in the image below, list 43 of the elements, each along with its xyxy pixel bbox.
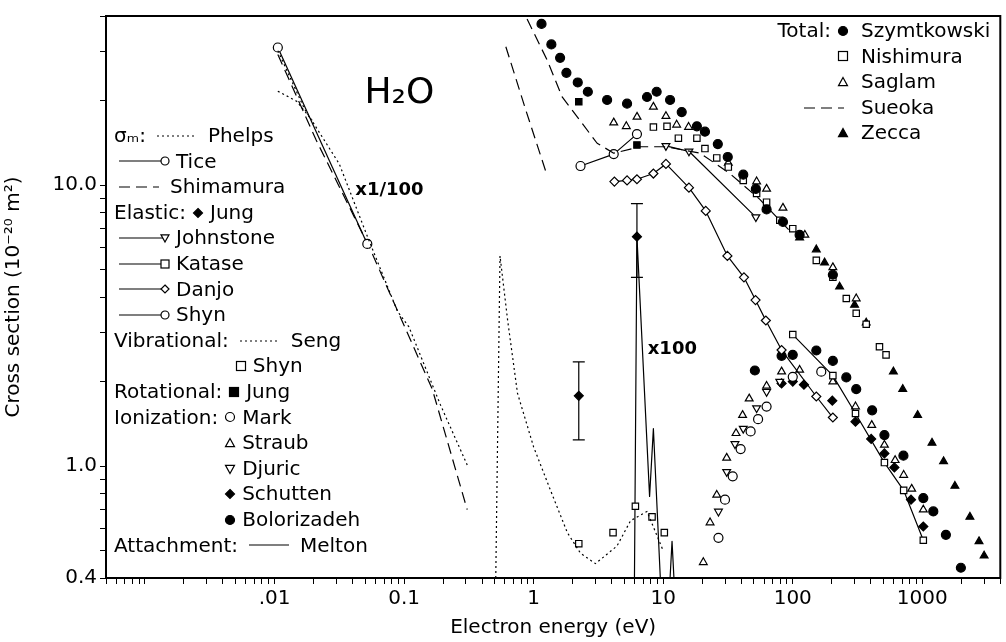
annotation: x100 [647, 337, 697, 359]
legend-label: Djuric [242, 455, 301, 482]
legend-label: Melton [299, 532, 368, 559]
annotation: Attachment: [114, 532, 238, 559]
legend-label: Mark [242, 404, 292, 431]
legend-label: Sueoka [860, 94, 936, 121]
annotation: Ionization: [114, 404, 219, 431]
legend-label: Saglam [860, 69, 937, 95]
y-tick-label: 1.0 [65, 452, 97, 477]
x-tick-label: 10 [650, 585, 676, 610]
x-tick-label: .01 [258, 585, 291, 610]
legend-label: Nishimura [860, 43, 964, 70]
legend-label: Tice [176, 148, 217, 175]
x-tick-label: 100 [773, 585, 812, 610]
annotation: H₂O [364, 70, 435, 112]
annotation: Rotational: [114, 378, 223, 405]
x-axis-title: Electron energy (eV) [450, 614, 657, 639]
legend-label: Seng [290, 327, 342, 354]
x-tick-label: 1000 [896, 585, 948, 610]
legend-label: Shimamura [170, 174, 286, 200]
legend-label: Straub [242, 430, 309, 456]
legend-label: Jung [210, 199, 254, 226]
annotation: Total: [777, 18, 831, 44]
x-tick-label: 0.1 [388, 585, 421, 610]
legend-label: Bolorizadeh [242, 506, 361, 533]
legend-label: Jung [246, 378, 291, 405]
legend-label: Katase [176, 250, 244, 277]
y-tick-label: 10.0 [52, 171, 97, 196]
y-axis-title: Cross section (10⁻²⁰ m²) [0, 176, 25, 418]
legend-label: Johnstone [176, 225, 275, 251]
legend-label: Shyn [176, 302, 226, 328]
legend-label: Szymtkowski [860, 18, 991, 44]
legend-label: Danjo [176, 276, 235, 303]
legend-label: Schutten [242, 481, 332, 507]
y-tick-label: 0.4 [65, 564, 97, 589]
x-tick-label: 1 [527, 585, 541, 610]
annotation: σₘ: [114, 123, 146, 149]
annotation: Elastic: [114, 199, 187, 226]
legend-label: Shyn [252, 353, 303, 379]
legend-label: Phelps [207, 123, 274, 149]
legend-label: Zecca [860, 120, 923, 146]
annotation: Vibrational: [114, 327, 229, 354]
annotation: x1/100 [355, 177, 424, 199]
